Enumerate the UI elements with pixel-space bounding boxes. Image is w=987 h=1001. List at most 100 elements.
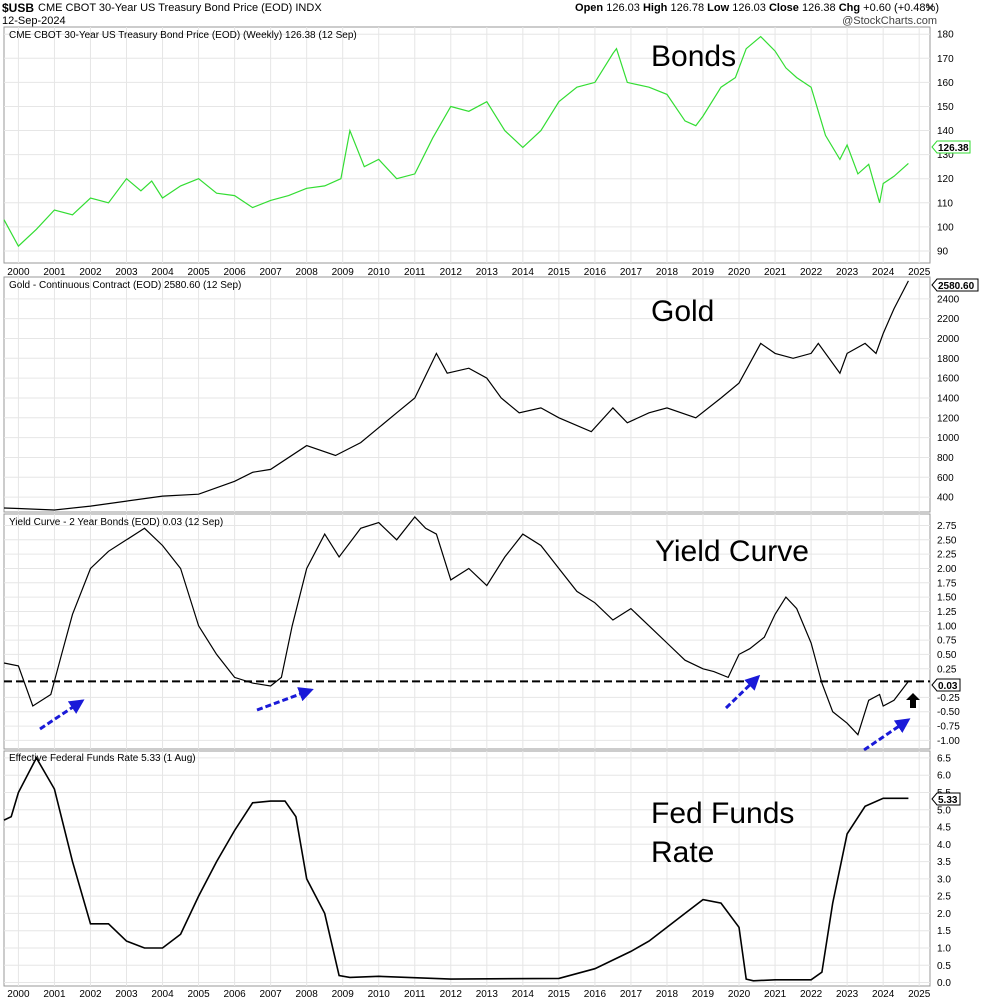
yield-series-line[interactable] [3,515,909,736]
x-tick-label: 2009 [332,989,355,1000]
symbol-description: CME CBOT 30-Year US Treasury Bond Price … [38,2,322,15]
x-tick-label: 2006 [223,267,246,278]
y-tick-label: 6.0 [937,771,951,782]
high-value: 126.78 [670,2,705,14]
y-tick-label: 1.50 [937,593,957,604]
x-tick-label: 2000 [7,989,30,1000]
panel-yield-grid [4,514,930,749]
x-tick-label: 2005 [187,989,210,1000]
x-tick-label: 2013 [476,267,499,278]
close-label: Close [768,2,799,14]
x-tick-label: 2008 [296,267,319,278]
y-tick-label: 3.0 [937,874,951,885]
yield-last-value-tag: 0.03 [931,678,961,692]
brand-watermark: @StockCharts.com [842,15,937,27]
y-tick-label: 170 [937,54,954,65]
x-tick-label: 2005 [187,267,210,278]
panel-bonds-grid [4,27,930,263]
exchange-text: INDX [295,2,322,14]
x-tick-label: 2025 [908,267,931,278]
y-tick-label: 0.0 [937,978,951,989]
x-tick-label: 2008 [296,989,319,1000]
panel-gold-grid [4,277,930,512]
x-tick-label: 2006 [223,989,246,1000]
y-tick-label: 140 [937,126,954,137]
low-label: Low [707,2,730,14]
panel-yield-y-ticks: -1.00 -0.75 -0.50 -0.25 0.25 0.50 0.75 1.00 1.25… [937,521,960,747]
dashed-arrow-icon [256,687,314,712]
dashed-arrow-icon [39,699,85,731]
panel-yield-frame [3,513,931,750]
open-label: Open [575,2,604,14]
close-value: 126.38 [801,2,836,14]
y-tick-label: 4.0 [937,840,951,851]
x-tick-label: 2024 [872,989,895,1000]
description-text: CME CBOT 30-Year US Treasury Bond Price … [38,2,293,14]
x-tick-label: 2017 [620,989,643,1000]
y-tick-label: 1.0 [937,943,951,954]
y-tick-label: 3.5 [937,857,951,868]
x-tick-label: 2004 [151,267,174,278]
fed-last-value: 5.33 [938,795,958,806]
bonds-last-value: 126.38 [938,143,969,154]
dashed-arrow-icon [863,718,911,752]
y-tick-label: 0.50 [937,650,957,661]
gold-series-line[interactable] [3,280,909,511]
y-tick-label: 2.75 [937,521,957,532]
y-tick-label: 0.25 [937,664,957,675]
fed-annotation-line2: Rate [651,836,714,869]
low-value: 126.03 [732,2,766,14]
x-tick-label: 2020 [728,267,751,278]
y-tick-label: 2000 [937,334,960,345]
y-tick-label: 1200 [937,413,960,424]
y-tick-label: 800 [937,453,954,464]
ticker-symbol[interactable]: $USB [2,1,35,15]
x-tick-label: 2011 [404,989,426,1000]
y-tick-label: 2400 [937,294,960,305]
y-tick-label: -0.75 [937,722,960,733]
x-tick-label: 2010 [368,267,391,278]
y-tick-label: 2.0 [937,909,951,920]
y-tick-label: 1.25 [937,607,957,618]
x-tick-label: 2022 [800,267,823,278]
close-x-icon[interactable]: ✕ [924,1,935,15]
x-tick-label: 2022 [800,989,823,1000]
open-value: 126.03 [606,2,640,14]
y-tick-label: 0.75 [937,636,957,647]
y-tick-label: -1.00 [937,736,960,747]
x-tick-label: 2014 [512,267,535,278]
x-tick-label: 2018 [656,267,679,278]
x-tick-label: 2012 [440,267,463,278]
x-tick-label: 2017 [620,267,643,278]
panel-gold-y-ticks: 400 600 800 1000 1200 1400 1600 1800 2000 2200 240… [937,294,960,503]
x-tick-label: 2012 [440,989,463,1000]
y-tick-label: 150 [937,102,954,113]
ohlc-summary: Open 126.03 High 126.78 Low 126.03 Close… [575,2,939,15]
y-tick-label: 90 [937,246,949,257]
y-tick-label: 110 [937,198,953,209]
y-tick-label: 1.5 [937,926,951,937]
x-tick-label: 2003 [115,989,138,1000]
y-tick-label: 2.50 [937,535,957,546]
y-tick-label: 1600 [937,374,960,385]
y-tick-label: 1.00 [937,621,957,632]
panel-yield-curve: -1.00 -0.75 -0.50 -0.25 0.25 0.50 0.75 1.00 1.25… [3,513,961,752]
y-tick-label: 180 [937,30,954,41]
x-tick-label: 2019 [692,989,715,1000]
y-tick-label: 0.5 [937,961,951,972]
x-tick-label: 2000 [7,267,30,278]
fed-funds-series-line[interactable] [3,756,909,982]
panel-bonds: 90 100 110 120 130 140 150 160 170 180 CME CBOT 3… [3,26,971,264]
x-tick-label: 2024 [872,267,895,278]
x-tick-label: 2011 [404,267,426,278]
y-tick-label: 4.5 [937,823,951,834]
y-tick-label: 5.0 [937,805,951,816]
panel-gold-frame [3,276,931,513]
x-tick-label: 2016 [584,989,607,1000]
bonds-series-line[interactable] [3,35,909,248]
gold-panel-title: Gold - Continuous Contract (EOD) 2580.60… [9,280,241,291]
y-tick-label: 400 [937,493,954,504]
bonds-panel-title: CME CBOT 30-Year US Treasury Bond Price … [9,30,357,41]
y-tick-label: 1800 [937,354,960,365]
y-tick-label: 100 [937,222,954,233]
